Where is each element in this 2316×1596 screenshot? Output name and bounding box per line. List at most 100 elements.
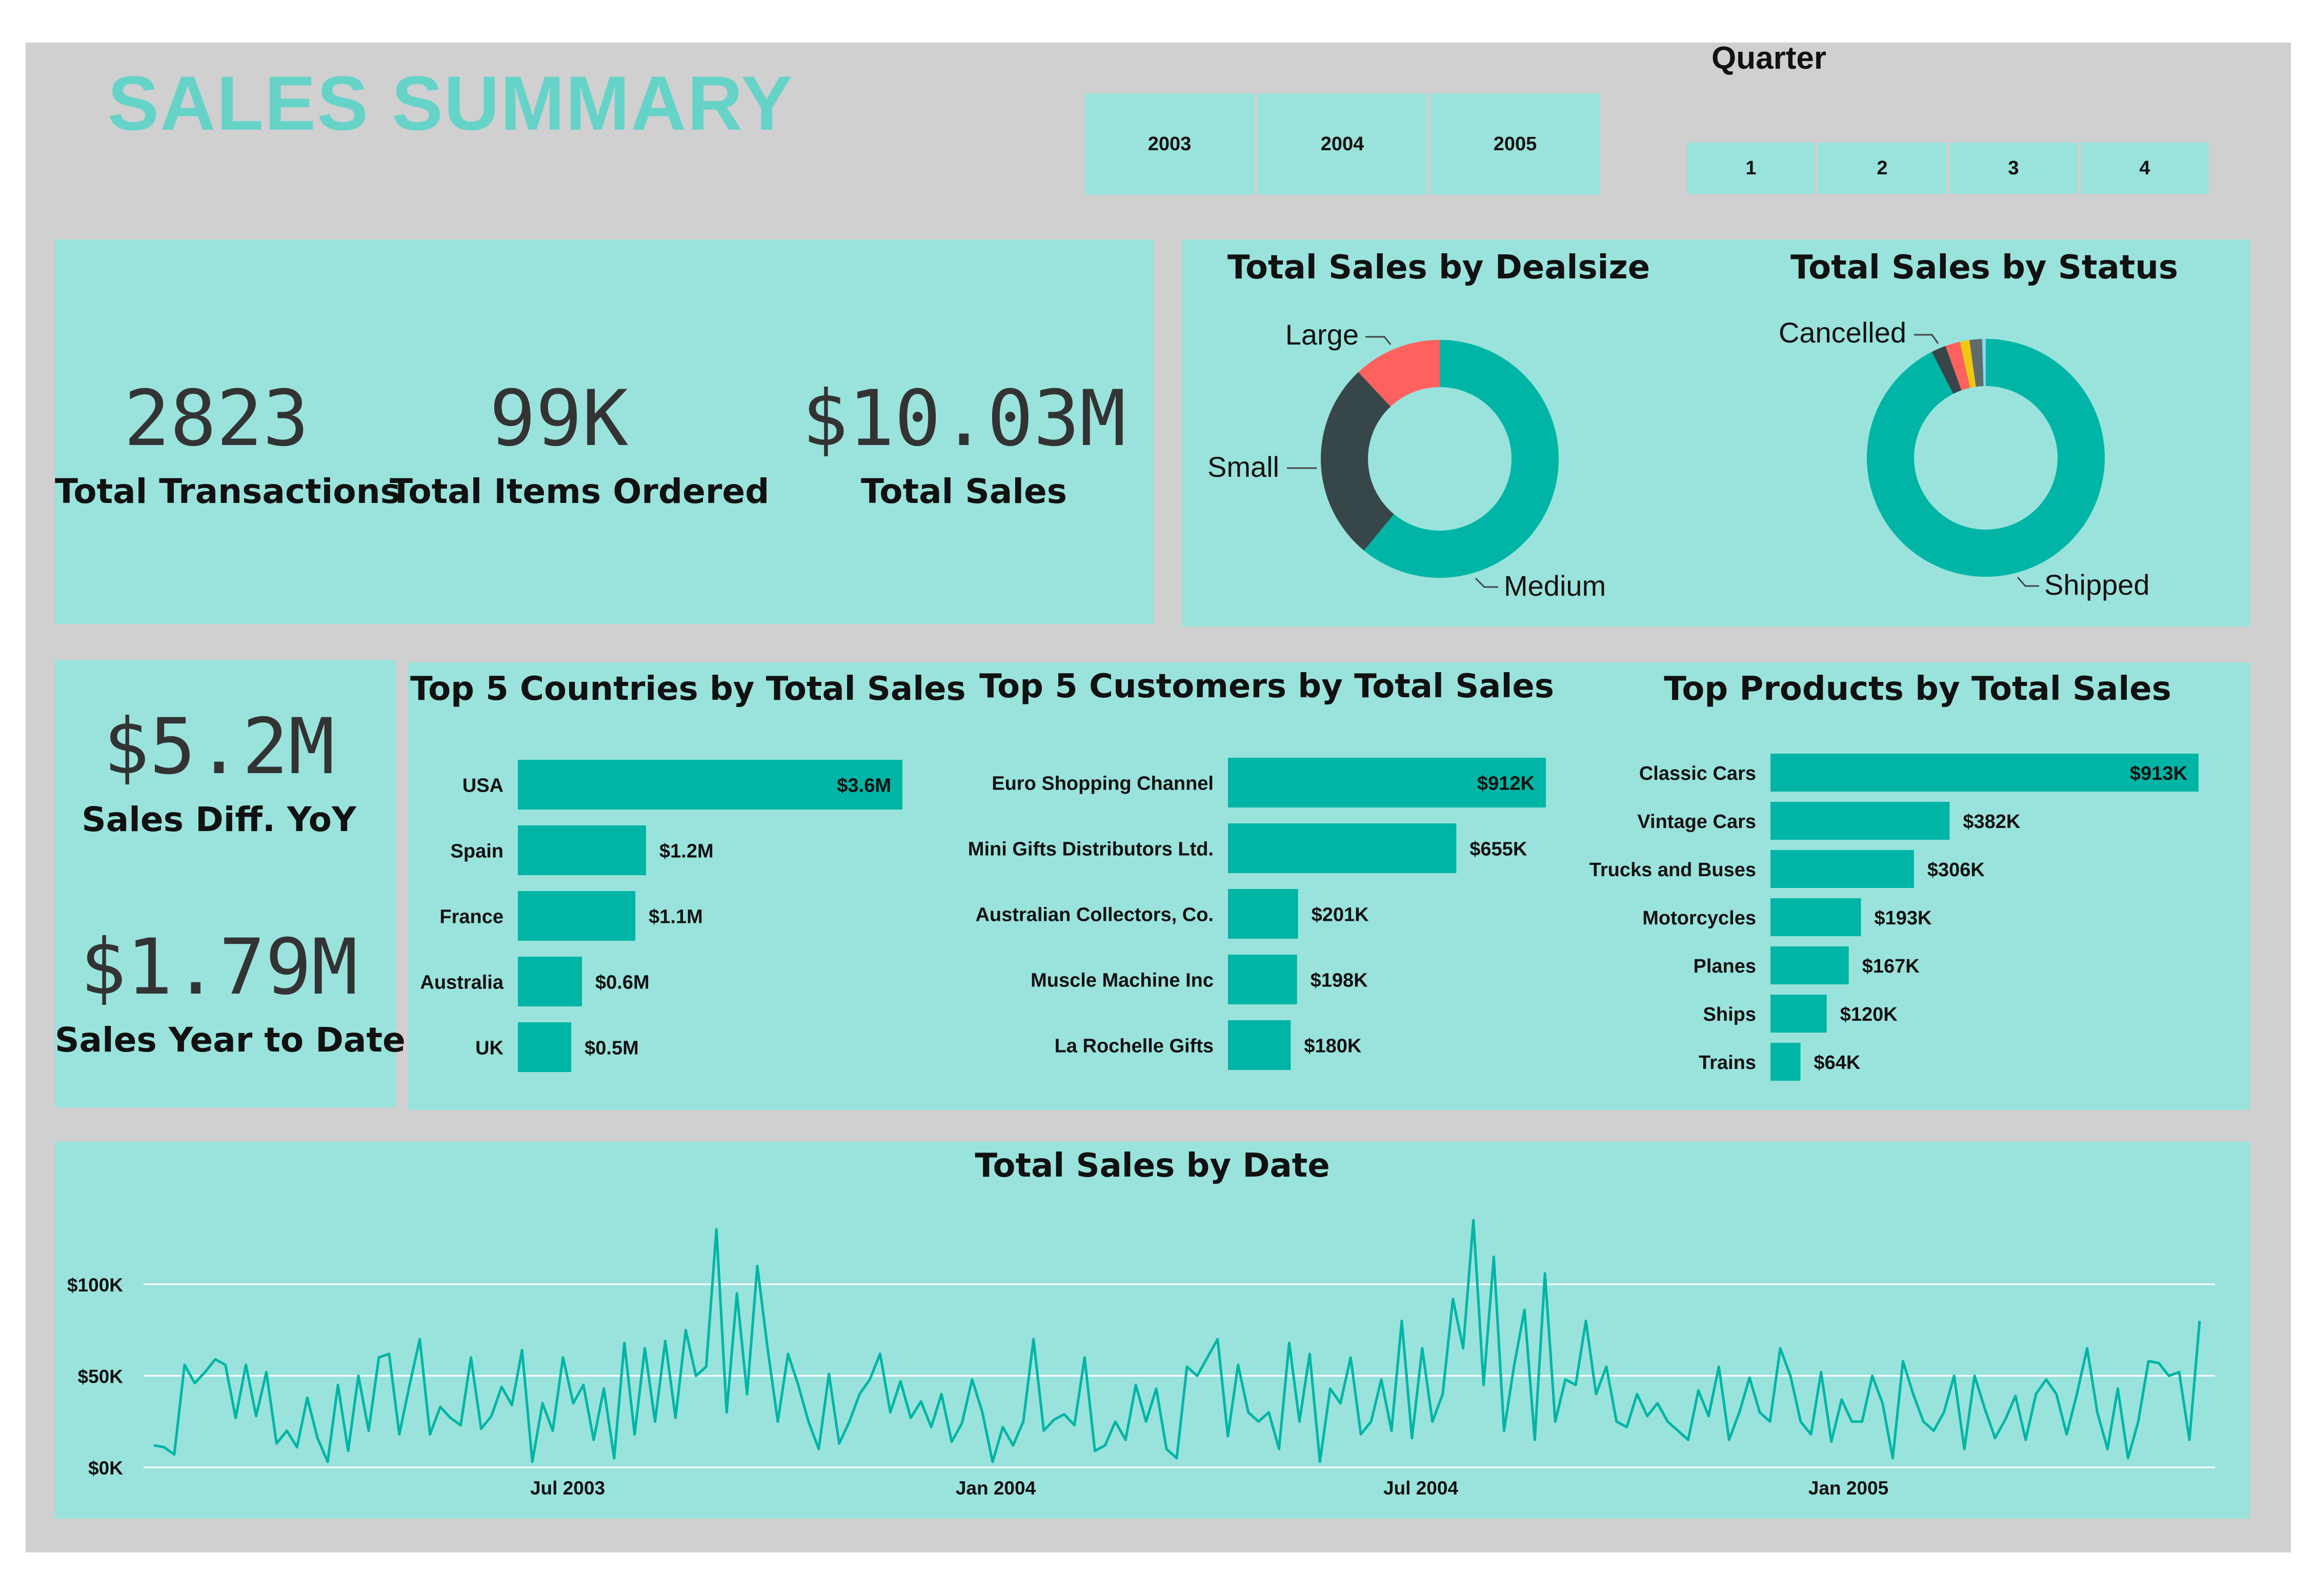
bar-1[interactable] — [1228, 823, 1457, 873]
bar-data-label: $655K — [1469, 839, 1527, 860]
bar-2[interactable] — [1770, 850, 1914, 888]
y-tick-label: $0K — [88, 1458, 123, 1479]
bar-4[interactable] — [1228, 1020, 1291, 1070]
bar-data-label: $193K — [1875, 907, 1932, 929]
y-tick-label: $50K — [78, 1366, 124, 1387]
bar-category-label: UK — [475, 1038, 504, 1059]
bar-3[interactable] — [1770, 898, 1861, 936]
bar-data-label: $3.6M — [837, 775, 891, 797]
bar-category-label: Motorcycles — [1642, 907, 1756, 929]
bar-0[interactable] — [1770, 754, 2199, 792]
x-tick-label: Jul 2004 — [1383, 1478, 1458, 1499]
bar-category-label: Spain — [451, 841, 504, 862]
bar-3[interactable] — [1228, 955, 1297, 1004]
donut-slice-large[interactable] — [1358, 340, 1440, 407]
total-transactions-value: 2823 — [124, 374, 309, 463]
dealsize-chart-title: Total Sales by Dealsize — [1227, 249, 1650, 287]
year-slicer-2004[interactable]: 2004 — [1258, 93, 1427, 195]
top-charts-panel — [408, 662, 2250, 1110]
donut-slice-shipped[interactable] — [1867, 339, 2105, 577]
donut-label: Large — [1285, 318, 1359, 351]
donut-slice-segment-2[interactable] — [1945, 341, 1970, 391]
total-sales-value: $10.03M — [801, 374, 1126, 463]
sales-line-series[interactable] — [153, 1219, 2201, 1463]
donut-slice-cancelled[interactable] — [1931, 346, 1962, 394]
bar-data-label: $180K — [1304, 1036, 1362, 1057]
quarter-slicer-3[interactable]: 3 — [1949, 143, 2078, 194]
bar-category-label: Ships — [1703, 1004, 1756, 1025]
donut-slice-segment-3[interactable] — [1960, 340, 1976, 388]
status-chart-title: Total Sales by Status — [1790, 249, 2179, 287]
products-chart-title: Top Products by Total Sales — [1664, 670, 2171, 708]
bar-data-label: $1.2M — [659, 841, 714, 862]
quarter-slicer-label: Quarter — [1711, 41, 1826, 76]
bar-data-label: $0.5M — [585, 1038, 639, 1059]
page-title: SALES SUMMARY — [108, 60, 794, 146]
bar-category-label: Muscle Machine Inc — [1031, 970, 1214, 992]
products-bar-chart[interactable]: Classic Cars $913K Vintage Cars $382K Trucks… — [1589, 754, 2199, 1081]
total-items-value: 99K — [489, 374, 629, 463]
bar-data-label: $1.1M — [649, 906, 703, 928]
year-slicer-2003[interactable]: 2003 — [1085, 93, 1254, 195]
customers-chart-title: Top 5 Customers by Total Sales — [979, 668, 1554, 705]
bar-category-label: Classic Cars — [1639, 763, 1756, 784]
bar-3[interactable] — [518, 957, 582, 1006]
bar-data-label: $912K — [1477, 773, 1535, 795]
sales-by-date-line-chart[interactable]: $0K $50K $100K Jul 2003 Jan 2004 Jul 2004 Jan … — [67, 1219, 2215, 1499]
quarter-slicer-4[interactable]: 4 — [2081, 143, 2209, 194]
bar-0[interactable] — [1228, 758, 1546, 807]
kpi-card-panel — [55, 239, 1154, 624]
donut-leader-line — [1475, 577, 1498, 588]
bar-data-label: $167K — [1862, 956, 1920, 977]
quarter-slicer-1[interactable]: 1 — [1687, 143, 1815, 194]
total-transactions-label: Total Transactions — [55, 472, 400, 511]
x-tick-label: Jan 2004 — [956, 1478, 1036, 1499]
bar-4[interactable] — [1770, 946, 1849, 984]
quarter-slicer-2[interactable]: 2 — [1818, 143, 1946, 194]
sales-by-date-panel — [55, 1142, 2250, 1519]
bar-5[interactable] — [1770, 995, 1827, 1033]
total-items-label: Total Items Ordered — [390, 472, 770, 511]
bar-data-label: $913K — [2130, 763, 2188, 784]
donut-slice-segment-4[interactable] — [1969, 339, 1984, 387]
x-tick-label: Jul 2003 — [530, 1478, 605, 1499]
bar-1[interactable] — [518, 825, 646, 875]
bar-data-label: $120K — [1840, 1004, 1898, 1025]
bar-category-label: Euro Shopping Channel — [992, 773, 1214, 795]
bar-category-label: Trucks and Buses — [1589, 859, 1756, 881]
bar-category-label: France — [439, 906, 504, 928]
bar-category-label: Trains — [1699, 1052, 1756, 1074]
bar-data-label: $64K — [1814, 1052, 1861, 1074]
bar-0[interactable] — [518, 760, 902, 810]
donut-slice-medium[interactable] — [1364, 340, 1559, 578]
bar-category-label: Australian Collectors, Co. — [975, 904, 1214, 926]
bar-category-label: USA — [462, 775, 504, 797]
sales-diff-value: $5.2M — [103, 702, 335, 792]
status-donut-chart[interactable]: Cancelled Shipped — [1779, 316, 2150, 601]
bar-2[interactable] — [1228, 889, 1298, 939]
countries-chart-title: Top 5 Countries by Total Sales — [410, 670, 966, 708]
donut-label: Shipped — [2044, 569, 2150, 601]
bar-4[interactable] — [518, 1022, 572, 1072]
bar-6[interactable] — [1770, 1043, 1801, 1081]
countries-bar-chart[interactable]: USA $3.6M Spain $1.2M France $1.1M Australia $0… — [420, 760, 902, 1072]
bar-2[interactable] — [518, 891, 636, 941]
year-slicer-2005[interactable]: 2005 — [1431, 93, 1600, 195]
dealsize-donut-chart[interactable]: Large Small Medium — [1207, 318, 1606, 602]
bar-category-label: Australia — [420, 972, 504, 994]
donut-leader-line — [2017, 577, 2039, 587]
sales-ytd-label: Sales Year to Date — [55, 1020, 406, 1060]
donut-slice-small[interactable] — [1321, 372, 1394, 551]
yoy-card-panel — [55, 660, 396, 1107]
donut-leader-line — [1365, 336, 1392, 345]
donut-slice-segment-5[interactable] — [1982, 339, 1986, 387]
bar-1[interactable] — [1770, 802, 1950, 840]
bar-data-label: $198K — [1311, 970, 1368, 992]
bar-data-label: $306K — [1927, 859, 1985, 881]
customers-bar-chart[interactable]: Euro Shopping Channel $912K Mini Gifts Dis… — [968, 758, 1546, 1070]
sales-diff-label: Sales Diff. YoY — [82, 800, 356, 839]
donut-label: Medium — [1504, 570, 1606, 602]
